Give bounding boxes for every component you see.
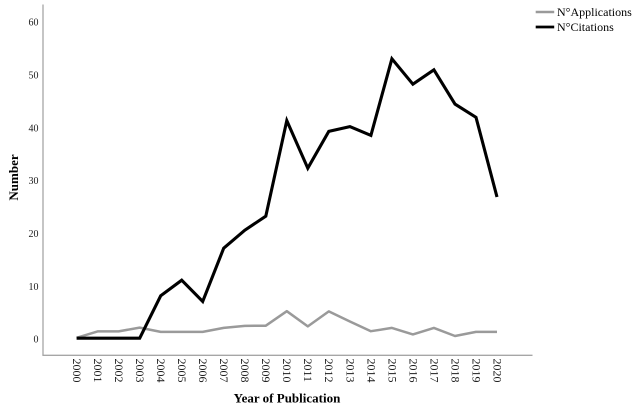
svg-text:Number: Number xyxy=(6,154,21,200)
svg-text:Year of Publication: Year of Publication xyxy=(234,391,341,406)
svg-text:60: 60 xyxy=(29,18,39,29)
svg-text:2013: 2013 xyxy=(343,359,357,383)
svg-text:0: 0 xyxy=(34,335,39,346)
svg-text:N°Applications: N°Applications xyxy=(557,5,632,19)
svg-text:2016: 2016 xyxy=(406,359,420,383)
svg-text:2004: 2004 xyxy=(154,359,168,383)
svg-text:50: 50 xyxy=(29,71,39,82)
svg-text:2015: 2015 xyxy=(385,359,399,383)
svg-text:2014: 2014 xyxy=(364,359,378,383)
svg-text:2002: 2002 xyxy=(112,359,126,383)
svg-text:2018: 2018 xyxy=(448,359,462,383)
svg-text:10: 10 xyxy=(29,282,39,293)
svg-text:2003: 2003 xyxy=(133,359,147,383)
svg-text:2009: 2009 xyxy=(259,359,273,383)
svg-text:2020: 2020 xyxy=(490,359,504,383)
svg-text:2006: 2006 xyxy=(196,359,210,383)
svg-text:2010: 2010 xyxy=(280,359,294,383)
svg-text:N°Citations: N°Citations xyxy=(557,20,614,34)
svg-text:2007: 2007 xyxy=(217,359,231,383)
svg-text:40: 40 xyxy=(29,123,39,134)
svg-text:2000: 2000 xyxy=(70,359,84,383)
svg-text:20: 20 xyxy=(29,229,39,240)
svg-text:2011: 2011 xyxy=(301,359,315,383)
svg-text:2017: 2017 xyxy=(427,359,441,383)
svg-text:30: 30 xyxy=(29,176,39,187)
svg-text:2012: 2012 xyxy=(322,359,336,383)
svg-text:2019: 2019 xyxy=(469,359,483,383)
svg-text:2008: 2008 xyxy=(238,359,252,383)
svg-text:2001: 2001 xyxy=(91,359,105,383)
svg-text:2005: 2005 xyxy=(175,359,189,383)
